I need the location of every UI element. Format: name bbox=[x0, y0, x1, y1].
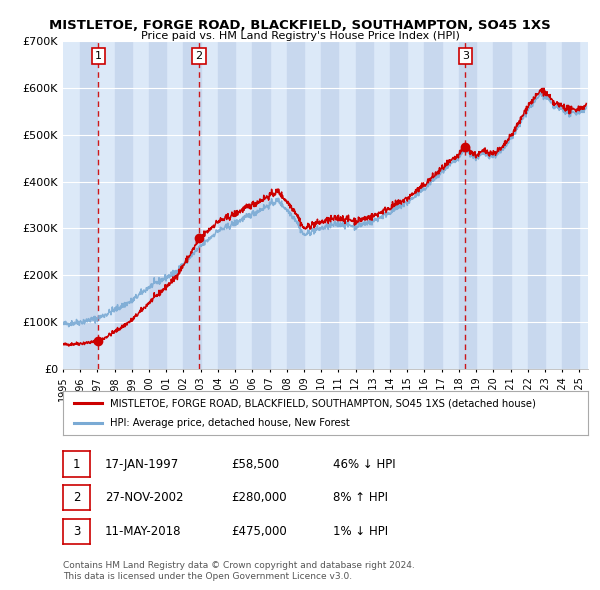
Text: HPI: Average price, detached house, New Forest: HPI: Average price, detached house, New … bbox=[110, 418, 350, 428]
Bar bbox=[390, 41, 407, 369]
Text: £280,000: £280,000 bbox=[231, 491, 287, 504]
Bar bbox=[459, 41, 476, 369]
Text: 11-MAY-2018: 11-MAY-2018 bbox=[105, 525, 182, 538]
Text: Price paid vs. HM Land Registry's House Price Index (HPI): Price paid vs. HM Land Registry's House … bbox=[140, 31, 460, 41]
Bar bbox=[424, 41, 442, 369]
Text: 1% ↓ HPI: 1% ↓ HPI bbox=[333, 525, 388, 538]
Text: MISTLETOE, FORGE ROAD, BLACKFIELD, SOUTHAMPTON, SO45 1XS: MISTLETOE, FORGE ROAD, BLACKFIELD, SOUTH… bbox=[49, 19, 551, 32]
Bar bbox=[184, 41, 201, 369]
Text: 3: 3 bbox=[73, 525, 80, 538]
Text: 27-NOV-2002: 27-NOV-2002 bbox=[105, 491, 184, 504]
Bar bbox=[321, 41, 338, 369]
Bar bbox=[149, 41, 166, 369]
Text: £475,000: £475,000 bbox=[231, 525, 287, 538]
Text: This data is licensed under the Open Government Licence v3.0.: This data is licensed under the Open Gov… bbox=[63, 572, 352, 581]
Text: 8% ↑ HPI: 8% ↑ HPI bbox=[333, 491, 388, 504]
Text: 2: 2 bbox=[73, 491, 80, 504]
Text: 1: 1 bbox=[73, 457, 80, 471]
Bar bbox=[356, 41, 373, 369]
Bar bbox=[493, 41, 511, 369]
Text: 3: 3 bbox=[462, 51, 469, 61]
Bar bbox=[562, 41, 580, 369]
Bar bbox=[287, 41, 304, 369]
Bar bbox=[528, 41, 545, 369]
Text: £58,500: £58,500 bbox=[231, 457, 279, 471]
Bar bbox=[218, 41, 235, 369]
Text: Contains HM Land Registry data © Crown copyright and database right 2024.: Contains HM Land Registry data © Crown c… bbox=[63, 560, 415, 569]
Bar bbox=[80, 41, 97, 369]
Text: MISTLETOE, FORGE ROAD, BLACKFIELD, SOUTHAMPTON, SO45 1XS (detached house): MISTLETOE, FORGE ROAD, BLACKFIELD, SOUTH… bbox=[110, 398, 536, 408]
Text: 17-JAN-1997: 17-JAN-1997 bbox=[105, 457, 179, 471]
Bar bbox=[253, 41, 269, 369]
Text: 1: 1 bbox=[95, 51, 101, 61]
Text: 2: 2 bbox=[196, 51, 203, 61]
Bar bbox=[115, 41, 132, 369]
Text: 46% ↓ HPI: 46% ↓ HPI bbox=[333, 457, 395, 471]
